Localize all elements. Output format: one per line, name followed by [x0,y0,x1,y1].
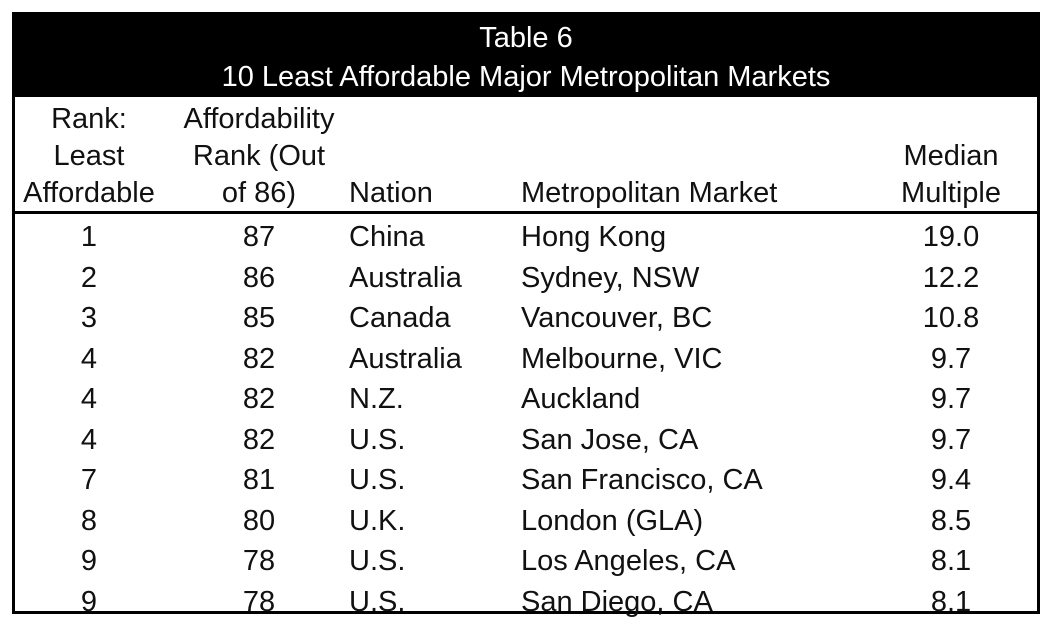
column-header-market-label: Metropolitan Market [521,177,778,209]
cell-affordability-rank: 78 [242,545,276,577]
cell-market: Sydney, NSW [521,261,700,294]
cell-median-multiple: 9.7 [930,342,972,375]
cell-market: Hong Kong [521,221,667,253]
cell-nation: U.S. [349,423,406,456]
table-title: Table 6 [479,22,573,54]
cell-median-multiple: 8.1 [930,585,972,618]
cell-market: Auckland [521,383,641,415]
cell-affordability-rank: 80 [242,504,276,537]
table-row: 4 82 Australia Melbourne, VIC 9.7 [15,339,1037,380]
table-frame: Table 6 10 Least Affordable Major Metrop… [12,12,1040,618]
cell-affordability-rank: 81 [242,464,276,496]
column-header-affordability-line: Rank (Out [192,140,326,172]
cell-nation: N.Z. [349,383,404,415]
column-header-market: Metropolitan Market [521,101,861,211]
table-subtitle: 10 Least Affordable Major Metropolitan M… [221,61,831,93]
table-row: 9 78 U.S. Los Angeles, CA 8.1 [15,541,1037,582]
column-header-rank-line: Least [53,140,125,172]
cell-rank: 4 [80,423,98,456]
column-header-rank-line: Rank: [51,103,127,135]
cell-rank: 9 [80,585,98,618]
cell-rank: 4 [80,342,98,375]
table-row: 7 81 U.S. San Francisco, CA 9.4 [15,460,1037,501]
cell-nation: U.S. [349,585,406,618]
header-divider [15,211,1037,214]
column-header-median: Median Multiple [871,101,1031,211]
table-row: 9 78 U.S. San Diego, CA 8.1 [15,582,1037,623]
cell-rank: 1 [80,221,98,253]
column-header-affordability: Affordability Rank (Out of 86) [165,101,353,211]
cell-affordability-rank: 85 [242,302,276,334]
cell-nation: Australia [349,261,462,294]
cell-median-multiple: 9.7 [930,423,972,456]
column-header-median-line: Multiple [901,177,1001,209]
cell-nation: Australia [349,342,462,375]
column-header-rank: Rank: Least Affordable [15,101,163,211]
cell-median-multiple: 19.0 [922,221,980,253]
cell-median-multiple: 8.5 [930,504,972,537]
cell-rank: 8 [80,504,98,537]
cell-nation: U.S. [349,545,406,577]
column-header-nation: Nation [349,101,519,211]
cell-affordability-rank: 82 [242,383,276,415]
column-header-rank-line: Affordable [23,177,155,209]
table-row: 1 87 China Hong Kong 19.0 [15,217,1037,258]
table-row: 4 82 N.Z. Auckland 9.7 [15,379,1037,420]
cell-rank: 9 [80,545,98,577]
cell-market: Melbourne, VIC [521,342,723,375]
cell-rank: 4 [80,383,98,415]
table-row: 8 80 U.K. London (GLA) 8.5 [15,501,1037,542]
cell-market: Los Angeles, CA [521,545,736,577]
cell-market: Vancouver, BC [521,302,713,334]
column-header-median-line: Median [903,140,999,172]
cell-rank: 3 [80,302,98,334]
cell-median-multiple: 12.2 [922,261,980,294]
cell-affordability-rank: 86 [242,261,276,294]
cell-rank: 2 [80,261,98,294]
cell-nation: Canada [349,302,451,334]
column-header-affordability-line: of 86) [221,177,297,209]
cell-affordability-rank: 82 [242,423,276,456]
cell-median-multiple: 10.8 [922,302,980,334]
column-header-nation-label: Nation [349,177,433,209]
cell-affordability-rank: 87 [242,221,276,253]
cell-market: San Francisco, CA [521,464,763,496]
cell-median-multiple: 9.7 [930,383,972,415]
cell-median-multiple: 9.4 [930,464,972,496]
cell-market: San Diego, CA [521,585,713,618]
cell-market: San Jose, CA [521,423,699,456]
cell-nation: China [349,221,425,253]
cell-nation: U.S. [349,464,406,496]
table-header-bar: Table 6 10 Least Affordable Major Metrop… [15,15,1037,97]
table-row: 4 82 U.S. San Jose, CA 9.7 [15,420,1037,461]
cell-nation: U.K. [349,504,406,537]
cell-affordability-rank: 82 [242,342,276,375]
cell-median-multiple: 8.1 [930,545,972,577]
table-row: 3 85 Canada Vancouver, BC 10.8 [15,298,1037,339]
cell-rank: 7 [80,464,98,496]
table-row: 2 86 Australia Sydney, NSW 12.2 [15,258,1037,299]
cell-affordability-rank: 78 [242,585,276,618]
table-body: 1 87 China Hong Kong 19.0 2 86 Australia… [15,217,1037,622]
cell-market: London (GLA) [521,504,704,537]
column-header-affordability-line: Affordability [183,103,335,135]
